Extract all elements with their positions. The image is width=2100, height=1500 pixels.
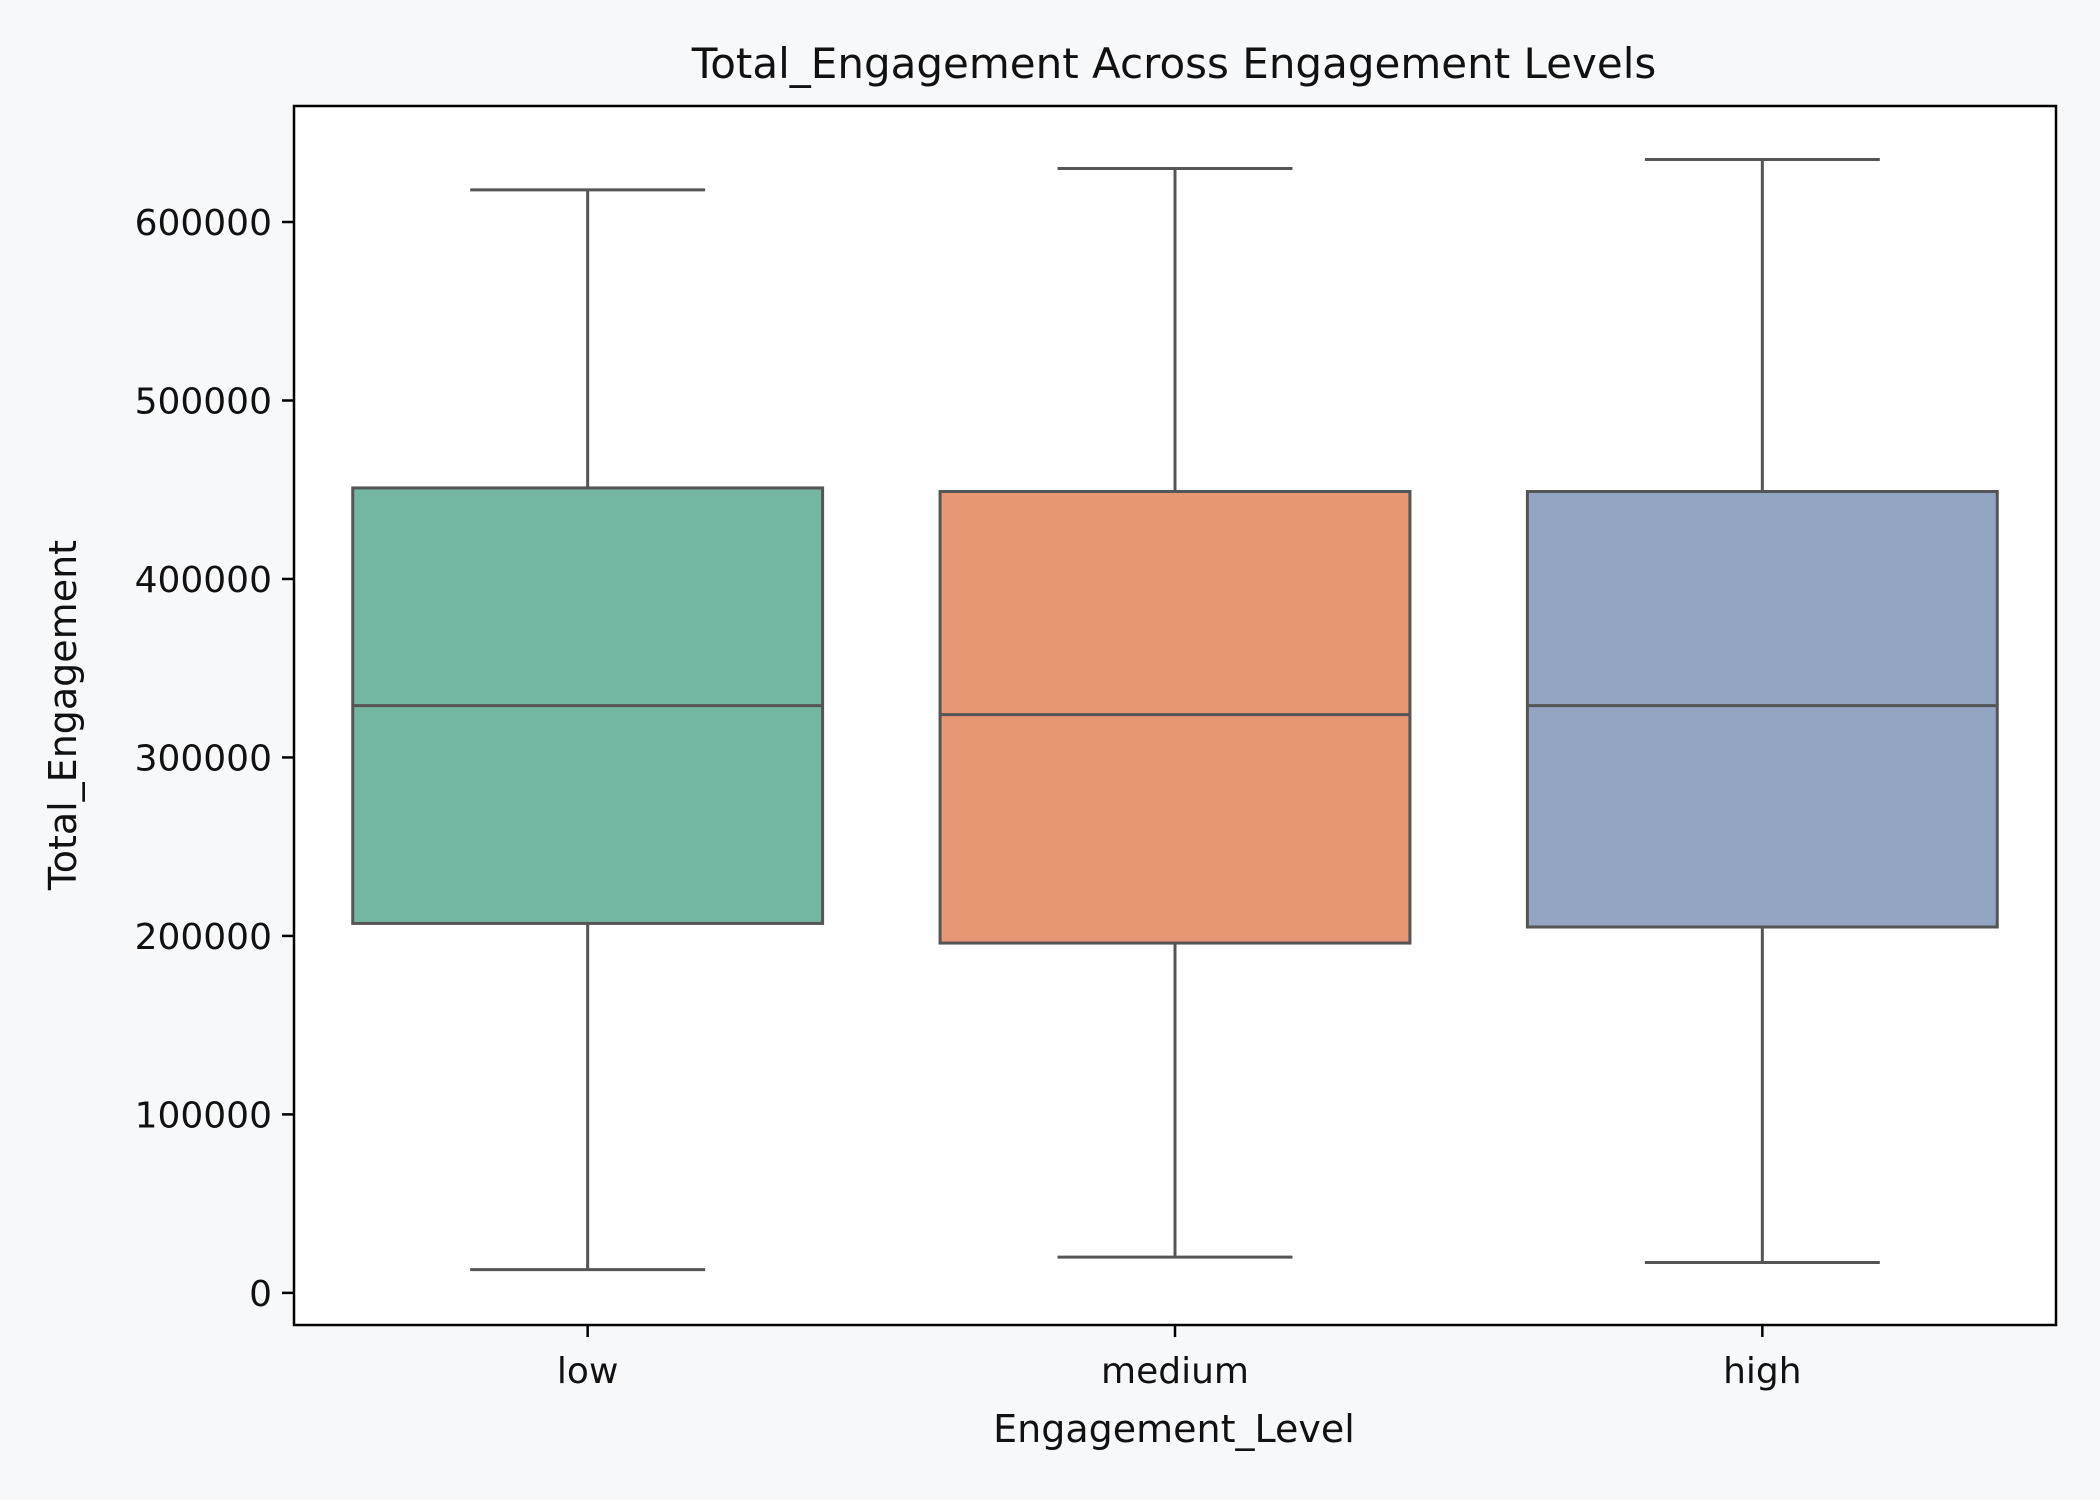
y-tick-label: 500000 — [135, 381, 272, 422]
y-axis-label: Total_Engagement — [41, 540, 85, 891]
x-tick-label: low — [557, 1351, 618, 1392]
y-tick-label: 0 — [249, 1274, 272, 1315]
y-tick-label: 400000 — [135, 560, 272, 601]
x-tick-label: medium — [1101, 1351, 1249, 1392]
y-tick-label: 300000 — [135, 738, 272, 779]
box-group — [351, 158, 1999, 1272]
box-low — [351, 188, 825, 1272]
x-tick-label: high — [1723, 1351, 1802, 1392]
x-axis: low medium high — [557, 1325, 1802, 1392]
y-tick-label: 600000 — [135, 203, 272, 244]
box-medium — [938, 166, 1412, 1259]
box-high — [1525, 158, 1999, 1265]
y-tick-label: 200000 — [135, 917, 272, 958]
y-tick-label: 100000 — [135, 1095, 272, 1136]
iqr-box — [1525, 490, 1999, 929]
x-axis-label: Engagement_Level — [993, 1407, 1355, 1451]
iqr-box — [938, 490, 1412, 945]
chart-title: Total_Engagement Across Engagement Level… — [691, 39, 1657, 88]
y-axis: 0 100000 200000 300000 400000 500000 600000 — [135, 203, 294, 1315]
